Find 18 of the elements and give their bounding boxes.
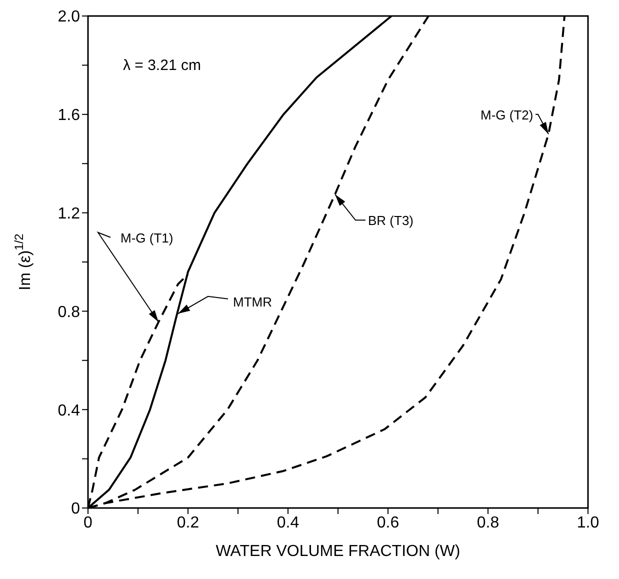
x-tick-label: 0.2 [176, 514, 200, 532]
y-tick-label: 0 [71, 500, 80, 518]
y-tick-label: 0.4 [58, 402, 80, 420]
x-tick-label: 1.0 [576, 514, 600, 532]
x-tick-label: 0.8 [476, 514, 500, 532]
x-axis-title: WATER VOLUME FRACTION (W) [216, 543, 460, 560]
legend-label: MTMR [233, 294, 272, 310]
text: BR (T3) [368, 213, 414, 228]
series-label: M-G (T2) [480, 107, 534, 122]
text: M-G (T1) [120, 230, 174, 246]
x-tick-label: 0.6 [376, 514, 400, 532]
x-tick-label: 0.4 [276, 514, 300, 532]
y-tick-label: 1.6 [58, 107, 80, 124]
y-tick-label: 0.8 [58, 304, 80, 321]
x-tick-label: 0 [84, 514, 93, 532]
annotation: λ = 3.21 cm [123, 57, 201, 74]
y-tick-label: 1.2 [58, 205, 80, 222]
y-tick-label: 2.0 [58, 8, 80, 26]
